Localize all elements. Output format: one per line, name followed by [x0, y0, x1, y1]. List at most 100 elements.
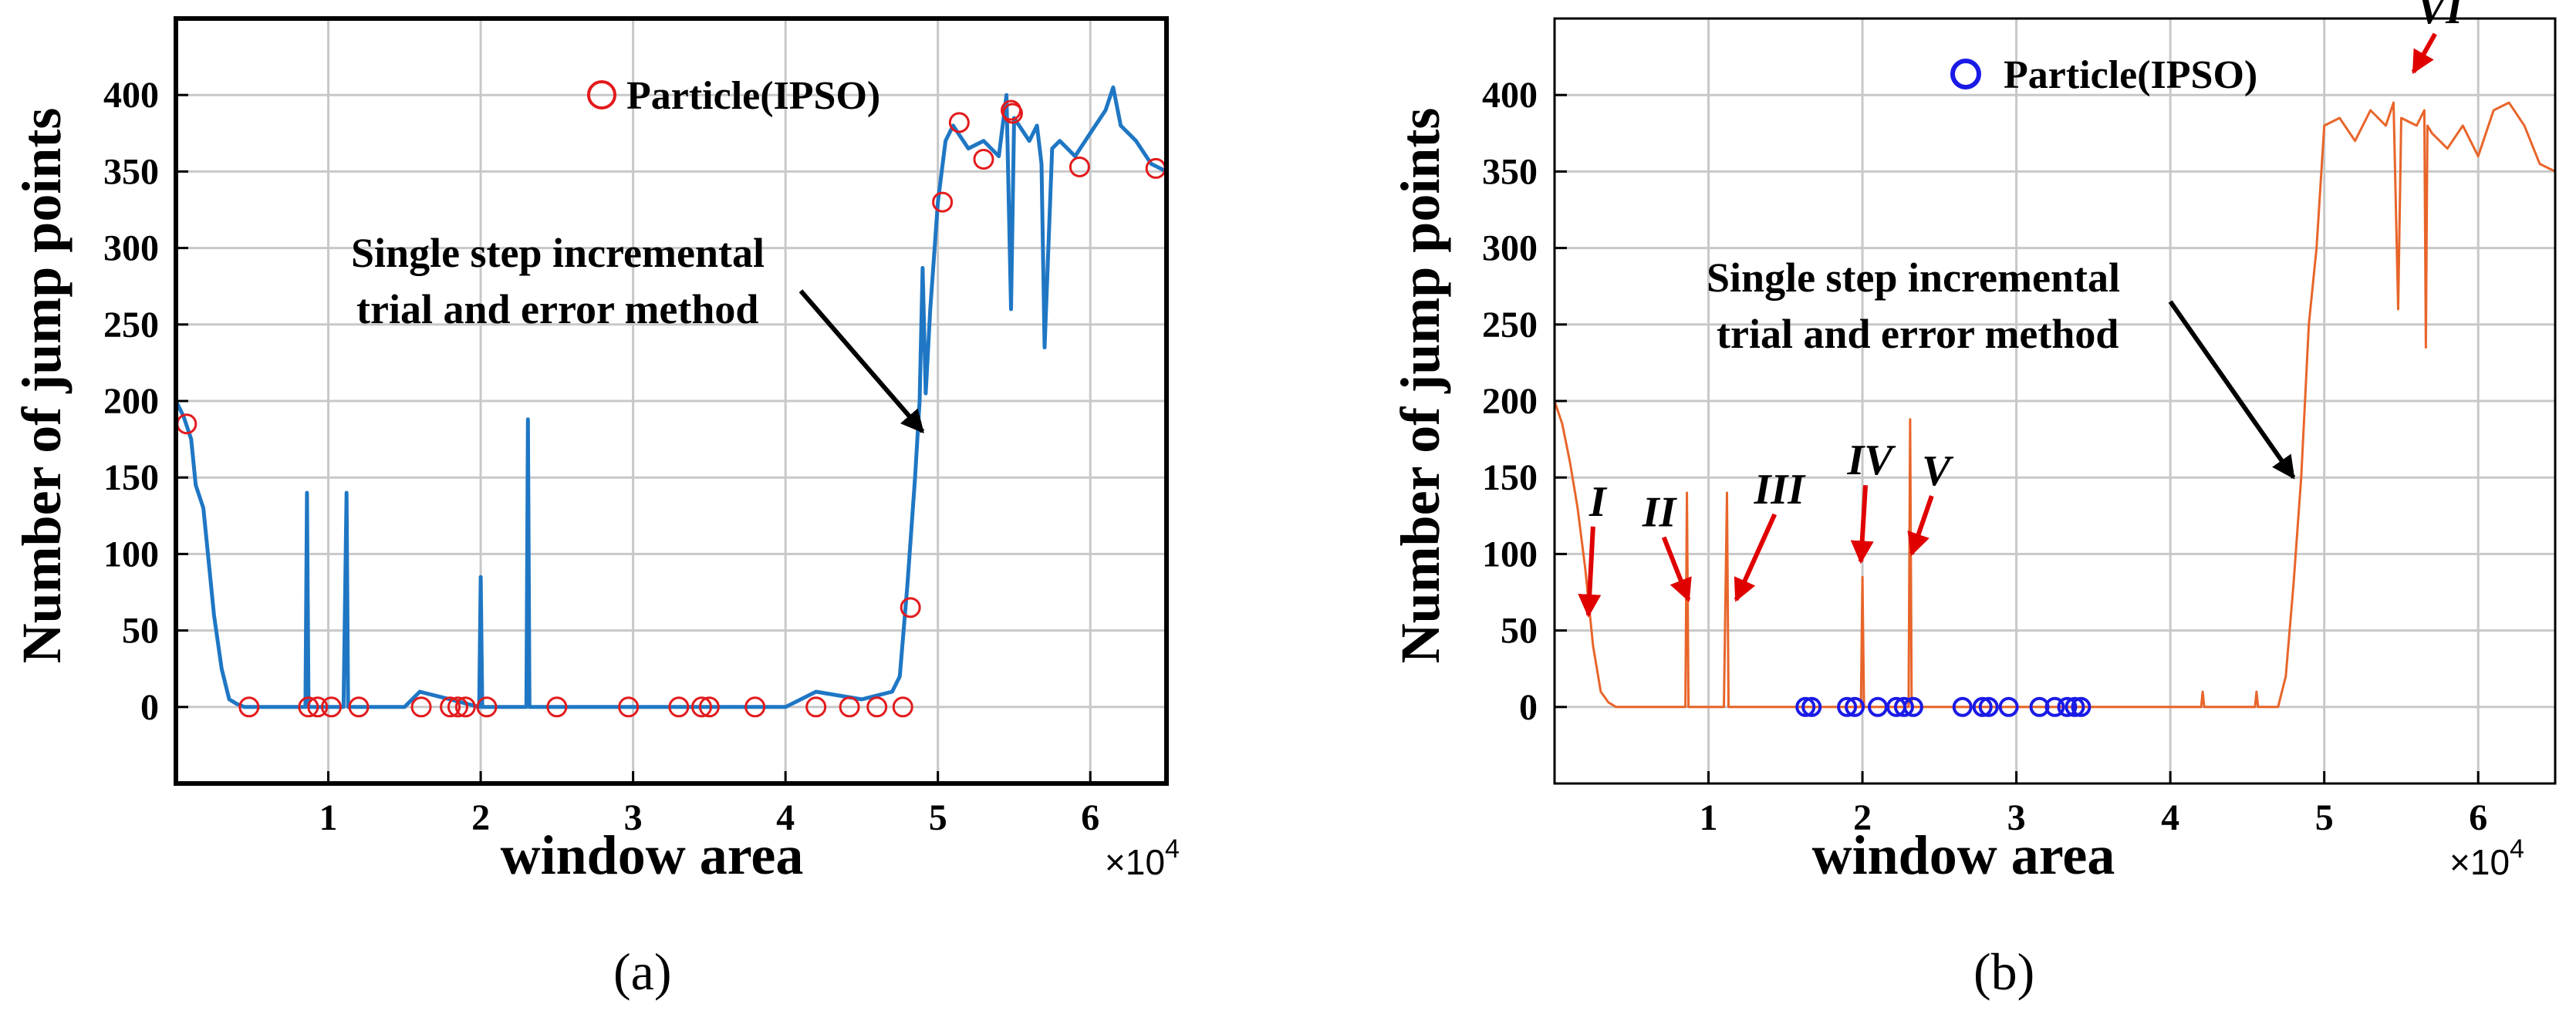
- b-ytick-label: 0: [1519, 687, 1538, 728]
- b-legend: Particle(IPSO): [1950, 53, 2257, 97]
- b-x-axis-label: window area: [1812, 824, 2115, 886]
- b-grid: [1555, 19, 2555, 783]
- b-region-arrow: [1578, 526, 1602, 618]
- a-annotation-line-1: Single step incremental: [351, 230, 765, 276]
- a-ytick-label: 200: [103, 381, 159, 422]
- b-particle-point: [1972, 696, 1993, 717]
- a-particle-point: [839, 696, 860, 718]
- b-particle-point: [2029, 696, 2050, 717]
- b-ytick-label: 50: [1501, 611, 1538, 652]
- a-axes: [174, 16, 1169, 786]
- b-legend-label: Particle(IPSO): [2004, 53, 2257, 97]
- a-legend-label: Particle(IPSO): [626, 74, 880, 118]
- b-x-exponent: ×104: [2449, 834, 2524, 882]
- b-ytick-label: 300: [1482, 228, 1538, 269]
- a-particle-point: [932, 191, 954, 213]
- b-legend-marker: [1950, 59, 1981, 89]
- a-xtick-label: 5: [929, 797, 947, 838]
- b-xtick-label: 1: [1700, 797, 1718, 838]
- a-y-axis-label: Number of jump points: [11, 108, 73, 664]
- a-xtick-label: 3: [624, 797, 643, 838]
- b-region-label: I: [1588, 478, 1608, 526]
- b-annotation-line-1: Single step incremental: [1707, 254, 2120, 301]
- a-ytick-label: 400: [103, 75, 159, 116]
- a-ytick-label: 0: [140, 687, 159, 728]
- a-particle-point: [618, 696, 640, 718]
- b-particle-point: [1795, 696, 1816, 717]
- b-xtick-label: 2: [1853, 797, 1872, 838]
- b-particle-point: [2044, 696, 2065, 717]
- b-ytick-label: 250: [1482, 305, 1538, 345]
- a-particle-point: [973, 149, 994, 170]
- a-x-axis-label: window area: [501, 824, 804, 886]
- b-region-arrow: [1850, 485, 1874, 564]
- a-annotation: Single step incremental trial and error …: [351, 230, 925, 433]
- a-particle-point: [307, 696, 329, 718]
- b-xtick-label: 3: [2007, 797, 2026, 838]
- a-legend: Particle(IPSO): [587, 74, 880, 118]
- a-series-line: [174, 85, 1168, 709]
- a-xtick-label: 6: [1081, 797, 1099, 838]
- b-region-label: VI: [2417, 0, 2464, 33]
- b-xtick-labels: 1 2 3 4 5 6: [1700, 797, 2488, 838]
- a-particle-point: [691, 696, 713, 718]
- a-particle-point: [348, 696, 370, 718]
- b-xtick-label: 5: [2315, 797, 2334, 838]
- a-particle-point: [698, 696, 720, 718]
- a-grid: [176, 19, 1166, 783]
- a-particles: [176, 99, 1166, 718]
- panel-a: 0 50 100 150 200 250 300 350 400 1 2 3 4 5 6 Number o…: [11, 16, 1180, 1001]
- a-caption: (a): [613, 942, 671, 1001]
- b-particle-point: [1952, 696, 1973, 717]
- b-particle-point: [2065, 696, 2085, 717]
- a-particle-point: [1069, 156, 1090, 177]
- a-particle-point: [476, 696, 498, 718]
- a-particle-point: [440, 696, 461, 718]
- b-series: [1553, 101, 2556, 709]
- a-ytick-labels: 0 50 100 150 200 250 300 350 400: [103, 75, 159, 728]
- a-particle-point: [866, 696, 888, 718]
- a-ytick-label: 50: [122, 611, 159, 652]
- b-ytick-label: 150: [1482, 457, 1538, 498]
- b-region-arrow: [1661, 536, 1692, 602]
- a-annotation-arrow: [798, 289, 925, 433]
- a-particle-point: [744, 696, 766, 718]
- b-xtick-label: 4: [2161, 797, 2179, 838]
- a-particle-point: [238, 696, 260, 718]
- b-particle-point: [1801, 696, 1822, 717]
- b-particles: [1795, 696, 2092, 717]
- b-region-arrow: [2411, 32, 2437, 75]
- a-ytick-label: 150: [103, 457, 159, 498]
- a-particle-point: [892, 696, 913, 718]
- a-series: [174, 85, 1168, 709]
- a-particle-point: [454, 696, 476, 718]
- b-particle-point: [1978, 696, 1999, 717]
- b-ytick-label: 100: [1482, 534, 1538, 575]
- a-particle-point: [546, 696, 568, 718]
- a-annotation-line-2: trial and error method: [356, 286, 758, 332]
- b-region-label: III: [1754, 466, 1807, 514]
- a-particle-point: [447, 696, 468, 718]
- b-region-label: IV: [1846, 436, 1896, 484]
- a-particle-point: [668, 696, 690, 718]
- a-ytick-label: 250: [103, 305, 159, 345]
- b-region-label: II: [1642, 489, 1678, 537]
- a-ytick-label: 100: [103, 534, 159, 575]
- b-particle-point: [1837, 696, 1858, 717]
- b-particle-point: [2071, 696, 2092, 717]
- b-particle-point: [2057, 696, 2078, 717]
- b-ytick-label: 400: [1482, 75, 1538, 116]
- b-particle-point: [1902, 696, 1923, 717]
- b-annotation-arrow: [2168, 300, 2296, 480]
- b-particle-point: [1845, 696, 1865, 717]
- a-xtick-label: 2: [471, 797, 490, 838]
- a-particle-point: [320, 696, 342, 718]
- a-particle-point: [410, 696, 432, 718]
- b-particle-point: [1893, 696, 1914, 717]
- a-legend-marker: [587, 80, 616, 110]
- b-ytick-labels: 0 50 100 150 200 250 300 350 400: [1482, 75, 1538, 728]
- a-particle-point: [1001, 103, 1023, 124]
